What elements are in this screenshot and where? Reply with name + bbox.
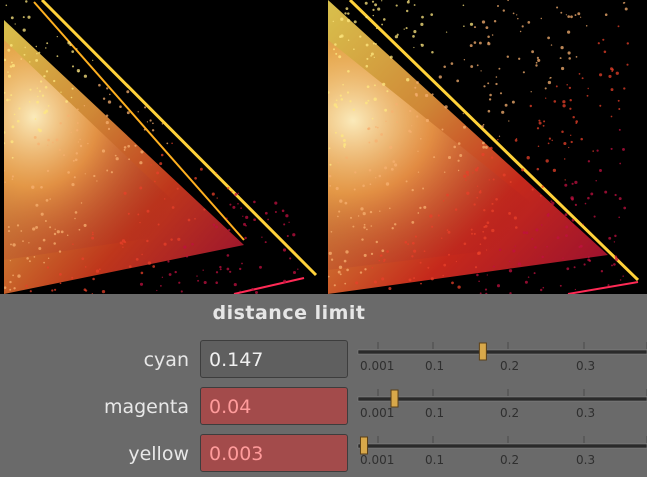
row-cyan: cyan 0.147 0.001 0.1 0.2 0.3: [0, 340, 647, 380]
slider-tick-label: 0.1: [425, 406, 444, 420]
yellow-slider[interactable]: 0.001 0.1 0.2 0.3: [357, 434, 647, 474]
slider-tick-label: 0.3: [576, 406, 595, 420]
cyan-label: cyan: [143, 349, 189, 371]
yellow-label: yellow: [128, 443, 189, 465]
row-yellow: yellow 0.003 0.001 0.1 0.2 0.3: [0, 434, 647, 474]
yellow-input[interactable]: 0.003: [200, 434, 348, 472]
slider-track[interactable]: [357, 349, 647, 355]
slider-svg: 0.001 0.1 0.2 0.3: [357, 436, 647, 467]
slider-track[interactable]: [357, 443, 647, 449]
slider-track[interactable]: [357, 396, 647, 402]
row-magenta: magenta 0.04 0.001 0.1 0.2 0.3: [0, 387, 647, 427]
left-triangle-diag-outer: [40, 0, 318, 277]
cyan-slider[interactable]: 0.001 0.1 0.2 0.3: [357, 340, 647, 380]
slider-tick-label: 0.001: [360, 359, 394, 373]
particle-cloud: [328, 0, 629, 294]
magenta-input[interactable]: 0.04: [200, 387, 348, 425]
left-plot-canvas: [4, 0, 318, 294]
slider-tick-label: 0.1: [425, 453, 444, 467]
left-plot: [4, 0, 320, 294]
slider-handle[interactable]: [478, 342, 487, 361]
slider-handle[interactable]: [390, 389, 399, 408]
slider-svg: 0.001 0.1 0.2 0.3: [357, 342, 647, 373]
left-triangle-base: [233, 277, 305, 294]
right-triangle-diag: [348, 0, 640, 282]
slider-svg: 0.001 0.1 0.2 0.3: [357, 389, 647, 420]
slider-tick-label: 0.3: [576, 359, 595, 373]
magenta-slider[interactable]: 0.001 0.1 0.2 0.3: [357, 387, 647, 427]
right-plot: [328, 0, 644, 294]
panel-title: distance limit: [212, 302, 366, 324]
slider-tick-label: 0.001: [360, 406, 394, 420]
particle-cloud: [4, 0, 299, 294]
right-cloud-highlight: [328, 40, 578, 270]
right-triangle-base: [567, 281, 639, 294]
magenta-label: magenta: [103, 396, 189, 418]
slider-handle[interactable]: [359, 436, 368, 455]
slider-tick-label: 0.3: [576, 453, 595, 467]
slider-tick-label: 0.1: [425, 359, 444, 373]
slider-tick-label: 0.2: [500, 359, 519, 373]
cyan-input[interactable]: 0.147: [200, 340, 348, 378]
right-plot-canvas: [328, 0, 640, 294]
slider-tick-label: 0.001: [360, 453, 394, 467]
slider-tick-label: 0.2: [500, 453, 519, 467]
slider-tick-label: 0.2: [500, 406, 519, 420]
scatter-plots-area: [4, 0, 644, 294]
distance-limit-panel: distance limit cyan 0.147 0.001 0.1 0.2 0.3…: [0, 294, 647, 477]
